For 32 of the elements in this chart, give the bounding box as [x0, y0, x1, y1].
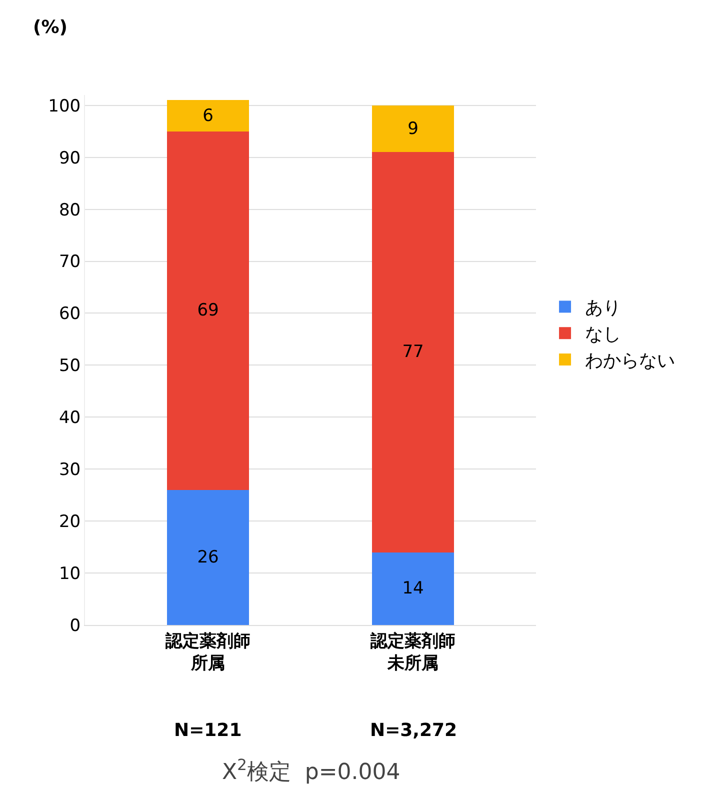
- bar: [167, 490, 249, 625]
- y-tick-label: 100: [48, 96, 81, 116]
- y-tick-label: 40: [58, 408, 81, 428]
- data-label: 9: [408, 118, 418, 139]
- y-axis-title: (%): [33, 17, 68, 38]
- data-label: 6: [202, 106, 214, 126]
- data-label: 69: [197, 300, 219, 321]
- y-tick-label: 90: [58, 148, 81, 168]
- text: N=121: [174, 720, 242, 741]
- y-tick-label: 70: [58, 252, 81, 272]
- bar: [372, 552, 454, 625]
- bar: [167, 131, 249, 490]
- x-tick-label: 認定薬剤師所属: [164, 631, 250, 674]
- y-tick-label: 30: [58, 460, 81, 480]
- legend-label: あり: [585, 298, 622, 319]
- text: X$^{2}$検定 p=0.004: [222, 756, 400, 786]
- data-label: 14: [402, 578, 424, 599]
- data-label: 26: [197, 547, 219, 568]
- y-tick-label: 10: [58, 564, 81, 584]
- x-tick-label: 認定薬剤師未所属: [370, 631, 456, 674]
- text: N=3,272: [370, 720, 458, 741]
- y-tick-label: 20: [58, 512, 81, 532]
- legend-label: わからない: [585, 350, 676, 372]
- bar: [372, 152, 454, 552]
- y-tick-label: 80: [58, 200, 81, 220]
- y-tick-label: 60: [58, 304, 81, 324]
- legend-label: なし: [585, 324, 622, 346]
- y-tick-label: 50: [58, 356, 81, 376]
- bar: [372, 105, 454, 152]
- data-label: 77: [402, 342, 424, 362]
- y-tick-label: 0: [70, 616, 81, 636]
- bar: [167, 100, 249, 132]
